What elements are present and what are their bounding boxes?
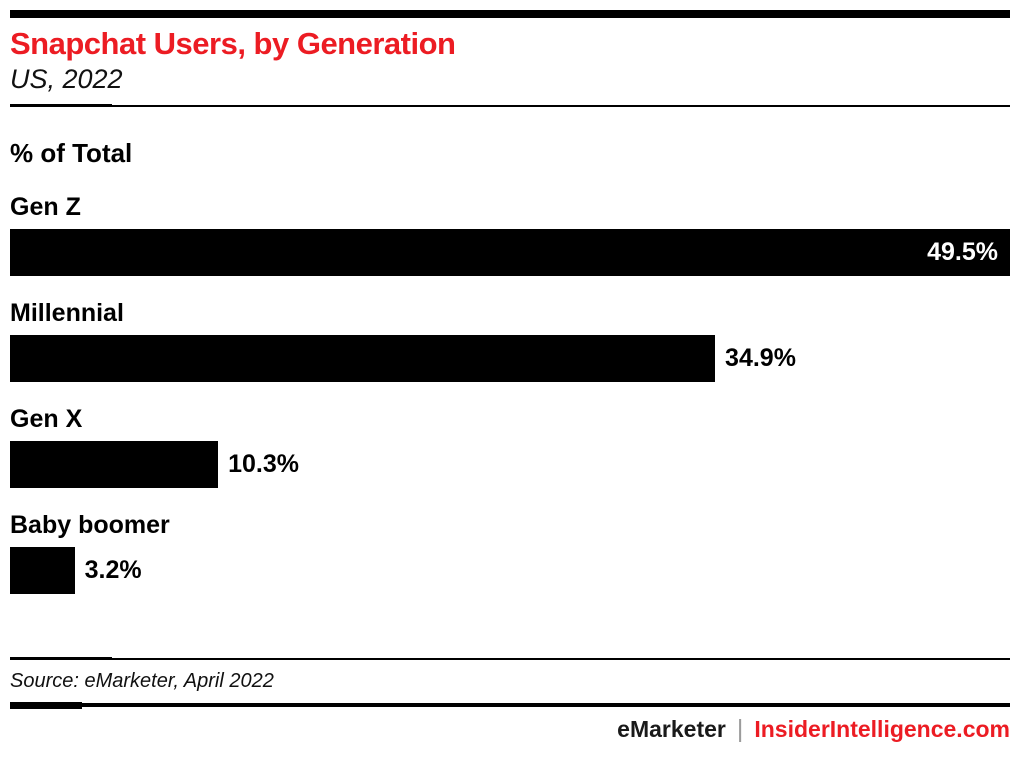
category-label: Millennial bbox=[10, 299, 124, 328]
bar bbox=[10, 441, 219, 489]
source-text: Source: eMarketer, April 2022 bbox=[10, 670, 274, 693]
brand-separator: | bbox=[736, 715, 744, 744]
bar-line: 34.9% bbox=[10, 335, 1010, 383]
bar-row: Gen X 10.3% bbox=[10, 405, 1010, 489]
bar-line: 3.2% bbox=[10, 547, 1010, 595]
chart-title: Snapchat Users, by Generation bbox=[10, 26, 456, 61]
value-label: 3.2% bbox=[84, 556, 142, 585]
brand-emarketer: eMarketer bbox=[617, 715, 726, 742]
value-label: 34.9% bbox=[725, 344, 796, 373]
bar bbox=[10, 335, 716, 383]
chart-subtitle: US, 2022 bbox=[10, 64, 123, 95]
value-label: 49.5% bbox=[927, 238, 998, 267]
value-label: 10.3% bbox=[228, 450, 299, 479]
header-divider bbox=[10, 103, 1010, 107]
bar-row: Millennial 34.9% bbox=[10, 299, 1010, 383]
top-accent-bar bbox=[10, 10, 1010, 18]
bar-chart: Gen Z 49.5% Millennial 34.9% Gen X 10.3% Baby … bbox=[10, 193, 1010, 595]
metric-label: % of Total bbox=[10, 137, 133, 168]
brand-insiderintelligence: InsiderIntelligence.com bbox=[754, 715, 1010, 742]
category-label: Gen Z bbox=[10, 193, 81, 222]
bar-row: Baby boomer 3.2% bbox=[10, 511, 1010, 595]
bar: 49.5% bbox=[10, 229, 1010, 277]
category-label: Baby boomer bbox=[10, 511, 170, 540]
bar-row: Gen Z 49.5% bbox=[10, 193, 1010, 277]
footer-divider bbox=[10, 701, 1010, 709]
source-divider bbox=[10, 657, 1010, 661]
bar-line: 49.5% bbox=[10, 229, 1010, 277]
bar bbox=[10, 547, 75, 595]
brand-footer: eMarketer | InsiderIntelligence.com bbox=[10, 714, 1010, 744]
bar-line: 10.3% bbox=[10, 441, 1010, 489]
category-label: Gen X bbox=[10, 405, 83, 434]
